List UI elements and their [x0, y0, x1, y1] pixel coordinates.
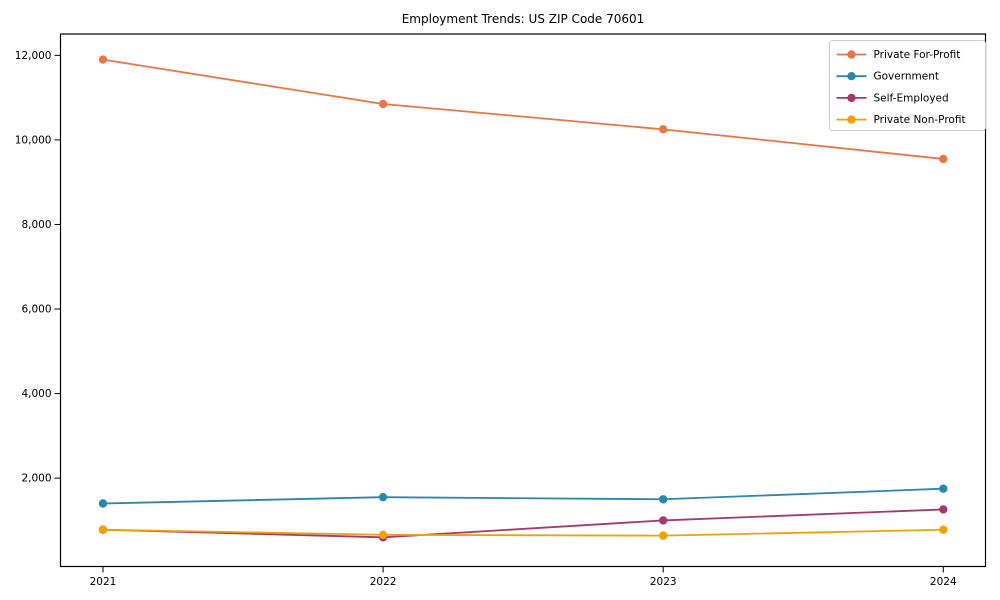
data-point [659, 495, 668, 504]
data-point [939, 154, 948, 164]
legend-sample-marker [847, 115, 856, 124]
y-tick-label: 6,000 [21, 304, 51, 316]
data-point [98, 525, 108, 534]
y-tick-label: 4,000 [21, 388, 51, 400]
legend: Private For-Profit Government Self-Employe… [829, 40, 986, 131]
data-point [939, 525, 948, 534]
legend-sample-marker [847, 93, 856, 103]
legend-entry-label: Private For-Profit [874, 49, 961, 61]
data-point [378, 492, 388, 502]
data-point [939, 484, 948, 493]
chart-title: Employment Trends: US ZIP Code 70601 [402, 12, 645, 26]
data-point [378, 99, 388, 109]
legend-entry-label: Government [874, 71, 939, 83]
data-point [659, 516, 668, 525]
y-tick-label: 12,000 [15, 50, 52, 62]
legend-sample-marker [847, 72, 856, 81]
data-point [98, 499, 108, 508]
series-line-private-for-profit [102, 58, 944, 160]
legend-box [829, 40, 986, 131]
data-point [659, 125, 668, 134]
series-layer [98, 55, 948, 542]
series-line-self-employed [102, 508, 944, 539]
series-line-government [102, 487, 944, 505]
data-point [378, 530, 388, 539]
x-tick-label: 2021 [90, 576, 117, 588]
data-point [98, 55, 108, 64]
legend-sample-marker [847, 50, 856, 59]
y-tick-label: 8,000 [21, 219, 51, 231]
series-line-private-non-profit [102, 528, 944, 537]
x-tick-label: 2023 [650, 576, 677, 588]
x-tick-label: 2022 [370, 576, 397, 588]
y-tick-label: 2,000 [21, 473, 51, 485]
legend-entry-label: Self-Employed [874, 92, 949, 104]
legend-entry-label: Private Non-Profit [874, 114, 966, 126]
y-tick-label: 10,000 [15, 134, 52, 146]
x-tick-label: 2024 [930, 576, 957, 588]
data-point [659, 531, 668, 540]
data-point [939, 505, 948, 514]
